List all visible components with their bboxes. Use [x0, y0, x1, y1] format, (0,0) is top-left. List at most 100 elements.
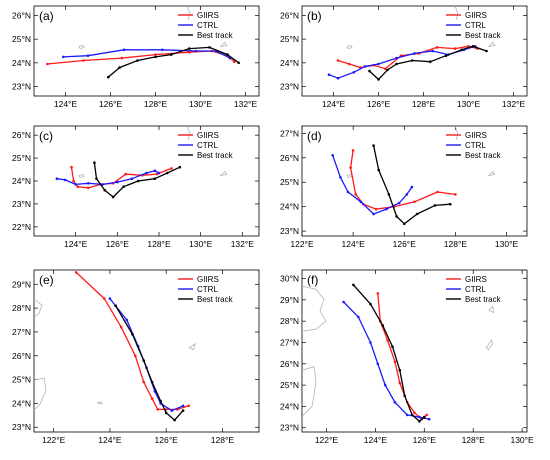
- ctrl-track-point: [130, 177, 134, 180]
- legend-label-giirs: GIIRS: [197, 131, 219, 140]
- giirs-track-point: [374, 207, 378, 211]
- ctrl-track-point: [363, 65, 367, 68]
- tracks-group: [327, 45, 488, 81]
- panel-label: (b): [307, 9, 322, 23]
- legend-label-ctrl: CTRL: [197, 285, 218, 294]
- panel-label: (d): [307, 129, 322, 143]
- best-track-point: [377, 168, 381, 172]
- x-tick-label: 122°E: [42, 435, 66, 445]
- giirs-track-point: [354, 193, 358, 196]
- tracks-group: [46, 46, 240, 79]
- best-track-point: [114, 304, 117, 308]
- y-tick-label: 26°N: [280, 10, 299, 20]
- best-track-point: [368, 69, 371, 73]
- giirs-track-point: [336, 59, 340, 62]
- x-tick-label: 128°E: [211, 435, 235, 445]
- legend-label-best: Best track: [465, 31, 502, 40]
- ctrl-track-point: [346, 190, 350, 194]
- x-tick-label: 126°E: [413, 435, 437, 445]
- giirs-track-point: [435, 46, 439, 49]
- island-outline: [302, 365, 317, 417]
- y-tick-label: 23°N: [280, 82, 299, 92]
- island-outline: [186, 126, 191, 141]
- tracks-group: [331, 144, 457, 226]
- best-track-point: [208, 46, 211, 49]
- x-tick-label: 124°E: [64, 239, 88, 249]
- y-tick-label: 24°N: [280, 401, 299, 411]
- x-tick-label: 126°E: [393, 239, 417, 249]
- best-track-point: [471, 45, 475, 48]
- ctrl-track-point: [397, 201, 401, 205]
- coastline-outline: [34, 298, 196, 411]
- giirs-track-point: [398, 381, 402, 385]
- y-tick-label: 25°N: [12, 34, 31, 44]
- best-track-point: [111, 195, 115, 199]
- best-track-point: [381, 324, 385, 327]
- best-track-point: [173, 418, 176, 422]
- best-track-point: [398, 368, 402, 372]
- best-track-point: [352, 283, 355, 287]
- best-track-point: [395, 62, 398, 66]
- best-track-point: [411, 59, 414, 62]
- best-track-point: [136, 179, 140, 183]
- island-outline: [454, 126, 459, 141]
- mainland-outline: [302, 285, 327, 332]
- island-outline: [219, 170, 228, 177]
- x-tick-label: 126°E: [99, 99, 123, 109]
- giirs-track-point: [187, 404, 190, 408]
- giirs-track-point: [188, 50, 191, 54]
- ctrl-track-point: [357, 315, 360, 319]
- x-tick-label: 124°E: [364, 435, 388, 445]
- best-track-point: [153, 177, 157, 180]
- tracks-group: [342, 283, 431, 423]
- ctrl-track-point: [125, 318, 129, 322]
- panel-6: 122°E 124°E 126°E 128°E 130°E 23°N 24°N 25°N 26°…: [280, 269, 534, 445]
- best-track-point: [444, 54, 448, 57]
- tracks-group: [55, 161, 182, 199]
- giirs-track-point: [386, 339, 389, 342]
- y-tick-label: 26°N: [12, 351, 31, 361]
- best-track-point: [164, 411, 168, 415]
- legend-label-giirs: GIIRS: [465, 11, 487, 20]
- ctrl-track-point: [431, 49, 434, 53]
- ctrl-track-point: [161, 48, 164, 52]
- best-track-point: [122, 185, 125, 188]
- legend-label-best: Best track: [197, 31, 234, 40]
- x-tick-label: 128°E: [462, 435, 486, 445]
- panel-2: 124°E 126°E 128°E 130°E 132°E 23°N 24°N 25°N 26°…: [280, 5, 528, 109]
- giirs-track-point: [348, 62, 351, 66]
- x-tick-label: 124°E: [322, 99, 346, 109]
- y-tick-label: 25°N: [12, 153, 31, 163]
- best-track-point: [460, 48, 464, 52]
- ctrl-track-point: [327, 73, 331, 76]
- best-track-point: [142, 359, 145, 362]
- y-tick-label: 25°N: [280, 34, 299, 44]
- ctrl-track-point: [336, 76, 340, 80]
- best-track-line: [369, 45, 487, 81]
- best-track-point: [391, 345, 394, 349]
- ctrl-track-point: [181, 404, 185, 408]
- ctrl-track-point: [395, 56, 398, 60]
- ctrl-track-point: [376, 362, 380, 366]
- legend-label-giirs: GIIRS: [197, 11, 219, 20]
- y-tick-label: 23°N: [280, 226, 299, 236]
- ctrl-track-point: [359, 200, 363, 204]
- giirs-track-point: [74, 271, 78, 274]
- ctrl-track-point: [405, 193, 409, 196]
- best-track-point: [95, 177, 98, 180]
- legend-label-ctrl: CTRL: [465, 141, 486, 150]
- best-track-point: [107, 75, 110, 79]
- island-outline: [485, 338, 493, 351]
- panel-frame: [301, 5, 528, 97]
- ctrl-track-point: [157, 171, 161, 175]
- giirs-track-point: [351, 149, 355, 152]
- panel-frame: [33, 5, 260, 97]
- giirs-track-point: [413, 200, 416, 204]
- y-tick-label: 24°N: [12, 58, 31, 68]
- ctrl-track-point: [339, 176, 342, 179]
- giirs-track-point: [103, 297, 106, 300]
- y-tick-label: 24°N: [12, 398, 31, 408]
- giirs-track-point: [76, 185, 79, 188]
